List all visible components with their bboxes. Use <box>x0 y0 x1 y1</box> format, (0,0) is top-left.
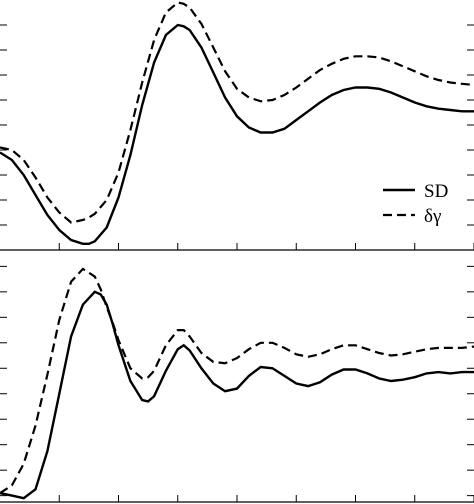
top-panel <box>0 1 474 251</box>
series-line-dashed <box>0 267 474 495</box>
legend-label-solid: SD <box>424 181 448 202</box>
series-line-solid <box>0 23 474 245</box>
series-line-dashed <box>0 1 474 224</box>
series-line-solid <box>0 290 474 500</box>
legend-label-dashed: δγ <box>424 206 441 227</box>
bottom-panel <box>0 265 474 503</box>
legend: SD δγ <box>383 181 448 227</box>
